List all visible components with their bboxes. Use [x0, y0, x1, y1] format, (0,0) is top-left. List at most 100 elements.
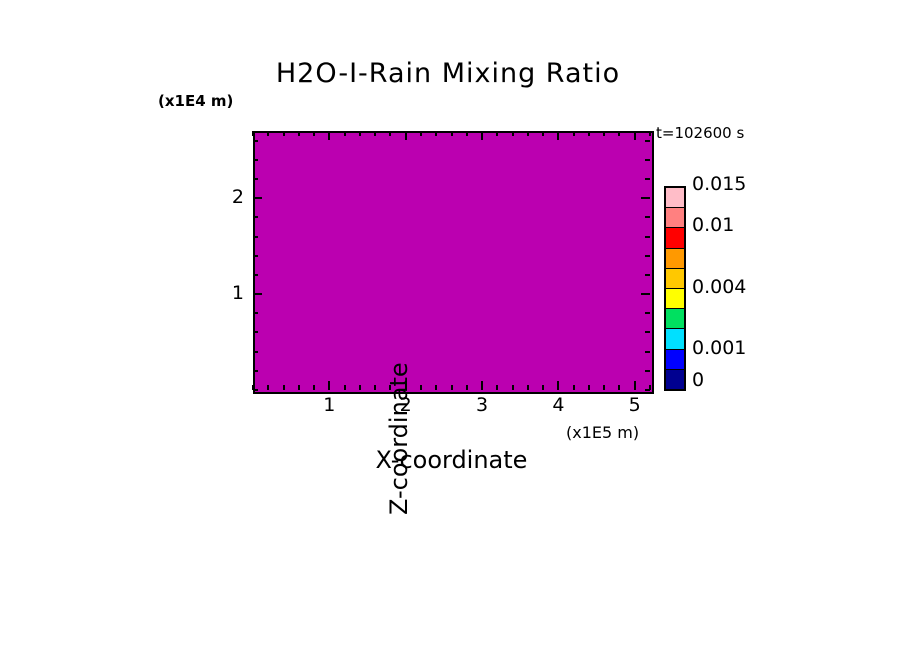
- x-tick: [282, 385, 285, 390]
- x-tick-top: [572, 131, 575, 136]
- colorbar-label: 0.015: [692, 173, 747, 195]
- colorbar-band: [666, 349, 684, 370]
- x-tick: [435, 385, 438, 390]
- x-tick: [358, 385, 361, 390]
- x-tick-top: [358, 131, 361, 136]
- x-tick: [313, 385, 316, 390]
- x-tick: [267, 385, 270, 390]
- x-tick-top: [389, 131, 392, 136]
- colorbar-band: [666, 228, 684, 249]
- y-axis-title: Z-coordinate: [385, 362, 413, 515]
- y-tick-right: [645, 235, 650, 238]
- x-tick-top: [633, 131, 636, 140]
- y-tick-label: 1: [231, 282, 244, 305]
- x-tick-top: [465, 131, 468, 136]
- x-tick: [603, 385, 606, 390]
- colorbar-band: [666, 248, 684, 269]
- x-tick-top: [526, 131, 529, 136]
- x-tick-top: [587, 131, 590, 136]
- x-tick: [649, 385, 651, 390]
- plot-area: [253, 131, 654, 394]
- x-tick: [587, 385, 590, 390]
- y-tick: [253, 235, 258, 238]
- time-annotation: t=102600 s: [656, 124, 745, 142]
- x-tick-top: [450, 131, 453, 136]
- x-tick-top: [419, 131, 422, 136]
- y-tick-right: [645, 369, 650, 372]
- colorbar-band: [666, 188, 684, 209]
- colorbar-label: 0.001: [692, 337, 747, 359]
- colorbar-band: [666, 369, 684, 390]
- x-tick: [542, 385, 545, 390]
- heatmap-canvas: [255, 133, 652, 392]
- x-tick: [297, 385, 300, 390]
- x-tick-label: 1: [323, 394, 336, 416]
- x-tick-top: [542, 131, 545, 136]
- x-tick-top: [374, 131, 377, 136]
- x-tick-top: [481, 131, 484, 140]
- y-tick: [253, 369, 258, 372]
- x-tick: [618, 385, 621, 390]
- x-tick-top: [252, 131, 254, 136]
- x-tick: [526, 385, 529, 390]
- x-tick: [343, 385, 346, 390]
- y-tick: [253, 350, 258, 353]
- x-tick: [404, 381, 407, 390]
- y-tick: [253, 273, 258, 276]
- x-tick: [496, 385, 499, 390]
- colorbar-band: [666, 268, 684, 290]
- x-tick: [557, 381, 560, 390]
- colorbar-band: [666, 329, 684, 350]
- x-tick-top: [343, 131, 346, 136]
- y-tick-label: 2: [231, 186, 244, 209]
- x-tick-top: [267, 131, 270, 136]
- y-tick-right: [645, 331, 650, 334]
- colorbar-band: [666, 289, 684, 310]
- x-tick-top: [297, 131, 300, 136]
- x-tick: [481, 381, 484, 390]
- y-tick-right: [645, 273, 650, 276]
- y-tick-right: [645, 216, 650, 219]
- y-tick-right: [645, 350, 650, 353]
- x-tick: [450, 385, 453, 390]
- x-tick-label: 4: [552, 394, 565, 416]
- x-tick-top: [511, 131, 514, 136]
- chart-title: H2O-I-Rain Mixing Ratio: [0, 58, 904, 89]
- y-tick: [253, 293, 262, 296]
- y-tick: [253, 177, 258, 180]
- y-tick-right: [641, 197, 650, 200]
- x-tick-label: 3: [475, 394, 489, 416]
- chart-title-text: H2O-I-Rain Mixing Ratio: [275, 58, 621, 89]
- x-axis-unit-label: (x1E5 m): [566, 423, 640, 442]
- y-tick: [253, 158, 258, 161]
- x-tick-top: [649, 131, 651, 136]
- y-tick-right: [645, 254, 650, 257]
- x-tick-top: [496, 131, 499, 136]
- y-tick-right: [645, 177, 650, 180]
- x-tick: [633, 381, 636, 390]
- x-tick-top: [328, 131, 331, 140]
- y-tick: [253, 139, 258, 142]
- x-tick: [389, 385, 392, 390]
- x-tick-top: [603, 131, 606, 136]
- x-tick: [572, 385, 575, 390]
- x-tick-top: [282, 131, 285, 136]
- y-tick: [253, 197, 262, 200]
- colorbar-label: 0.004: [692, 275, 747, 298]
- x-tick: [252, 385, 254, 390]
- y-tick: [253, 312, 258, 315]
- x-tick-top: [313, 131, 316, 136]
- y-tick-right: [645, 139, 650, 142]
- x-tick-top: [557, 131, 560, 140]
- colorbar-label: 0: [692, 368, 705, 391]
- x-axis-title: X-coordinate: [375, 446, 528, 474]
- x-tick-label: 2: [399, 394, 412, 416]
- y-tick-right: [645, 389, 650, 391]
- colorbar-band: [666, 208, 684, 229]
- y-tick: [253, 216, 258, 219]
- y-tick: [253, 254, 258, 257]
- y-tick-right: [645, 158, 650, 161]
- x-tick: [419, 385, 422, 390]
- x-tick-top: [404, 131, 407, 140]
